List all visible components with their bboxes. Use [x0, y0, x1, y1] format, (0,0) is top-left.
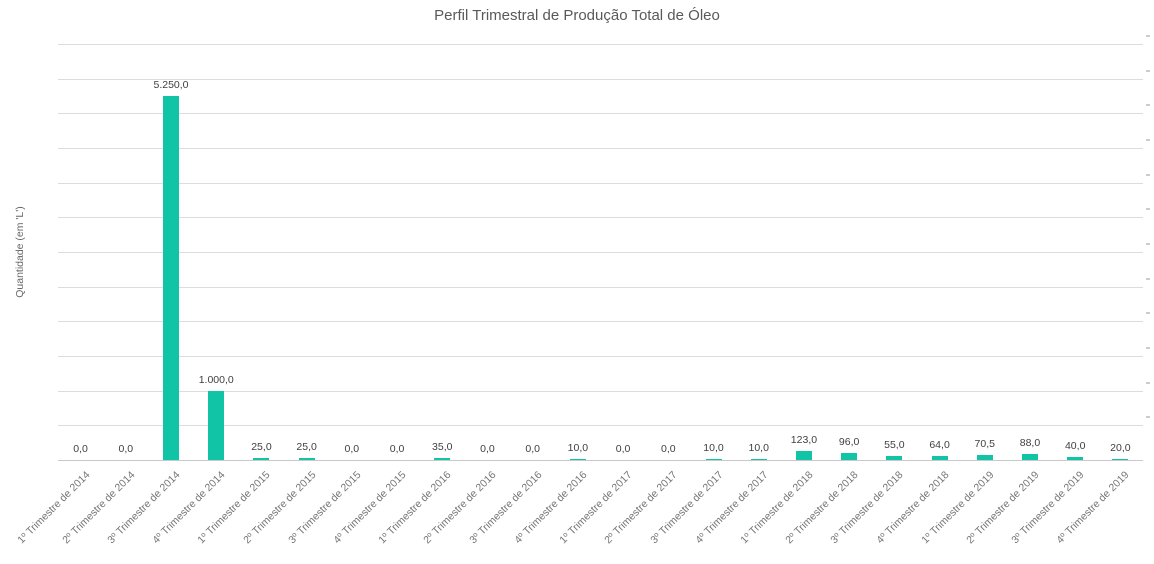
- bar[interactable]: [841, 453, 858, 460]
- value-label: 10,0: [567, 442, 589, 455]
- bar[interactable]: [163, 96, 180, 460]
- bar[interactable]: [705, 459, 722, 460]
- bar[interactable]: [976, 455, 993, 460]
- value-label: 123,0: [790, 434, 818, 447]
- right-axis-clipped-label: [1146, 139, 1150, 141]
- bar[interactable]: [298, 458, 315, 460]
- right-axis-clipped-label: [1146, 243, 1150, 245]
- gridline: [58, 425, 1143, 427]
- value-label: 0,0: [615, 443, 631, 455]
- right-axis-clipped-label: [1146, 208, 1150, 211]
- gridline: [58, 44, 1143, 45]
- right-axis-clipped-label: [1146, 347, 1150, 349]
- value-label: 35,0: [432, 440, 453, 453]
- bar[interactable]: [1112, 458, 1129, 460]
- bar[interactable]: [569, 459, 586, 460]
- gridline: [58, 252, 1143, 253]
- right-axis-clipped-label: [1146, 173, 1150, 176]
- x-tick-label: 1º Trimestre de 2014: [14, 469, 93, 547]
- x-axis-line: [58, 460, 1143, 461]
- gridline: [58, 356, 1143, 357]
- bar[interactable]: [208, 390, 225, 460]
- value-label: 10,0: [703, 442, 724, 455]
- value-label: 10,0: [748, 442, 769, 455]
- value-label: 25,0: [251, 441, 272, 454]
- gridline: [58, 113, 1143, 115]
- value-label: 25,0: [296, 441, 317, 454]
- value-label: 5.250,0: [153, 79, 189, 91]
- bar[interactable]: [1067, 457, 1084, 460]
- gridline: [58, 217, 1143, 219]
- value-label: 0,0: [661, 443, 676, 455]
- right-axis-clipped-label: [1146, 416, 1150, 419]
- gridline: [58, 148, 1143, 149]
- value-label: 70,5: [974, 438, 995, 451]
- bar[interactable]: [886, 456, 903, 460]
- gridline: [58, 182, 1143, 184]
- value-label: 1.000,0: [198, 373, 234, 386]
- right-axis-clipped-label: [1146, 277, 1150, 280]
- value-label: 64,0: [929, 438, 950, 451]
- bar[interactable]: [931, 455, 948, 460]
- gridline: [58, 321, 1143, 323]
- right-axis-clipped-label: [1146, 69, 1150, 72]
- bar[interactable]: [434, 457, 451, 460]
- y-axis-title: Quantidade (em 'L'): [14, 206, 26, 298]
- value-label: 0,0: [389, 443, 405, 455]
- value-label: 96,0: [838, 436, 860, 449]
- gridline: [58, 78, 1143, 80]
- bar[interactable]: [795, 451, 812, 460]
- right-axis-clipped-label: [1146, 104, 1150, 107]
- value-label: 0,0: [480, 443, 495, 455]
- bar[interactable]: [1021, 453, 1038, 460]
- chart-title: Perfil Trimestral de Produção Total de Ó…: [434, 7, 720, 24]
- right-axis-clipped-label: [1146, 312, 1150, 315]
- value-label: 20,0: [1110, 441, 1131, 454]
- value-label: 0,0: [118, 443, 134, 455]
- value-label: 0,0: [344, 443, 360, 455]
- value-label: 0,0: [73, 443, 88, 455]
- value-label: 55,0: [884, 439, 905, 452]
- value-label: 88,0: [1019, 436, 1041, 449]
- value-label: 0,0: [525, 443, 540, 455]
- right-axis-clipped-label: [1146, 35, 1150, 37]
- bar[interactable]: [253, 458, 270, 460]
- value-label: 40,0: [1064, 440, 1086, 453]
- gridline: [58, 390, 1143, 392]
- gridline: [58, 286, 1143, 288]
- bar[interactable]: [750, 459, 767, 460]
- right-axis-clipped-label: [1146, 381, 1150, 384]
